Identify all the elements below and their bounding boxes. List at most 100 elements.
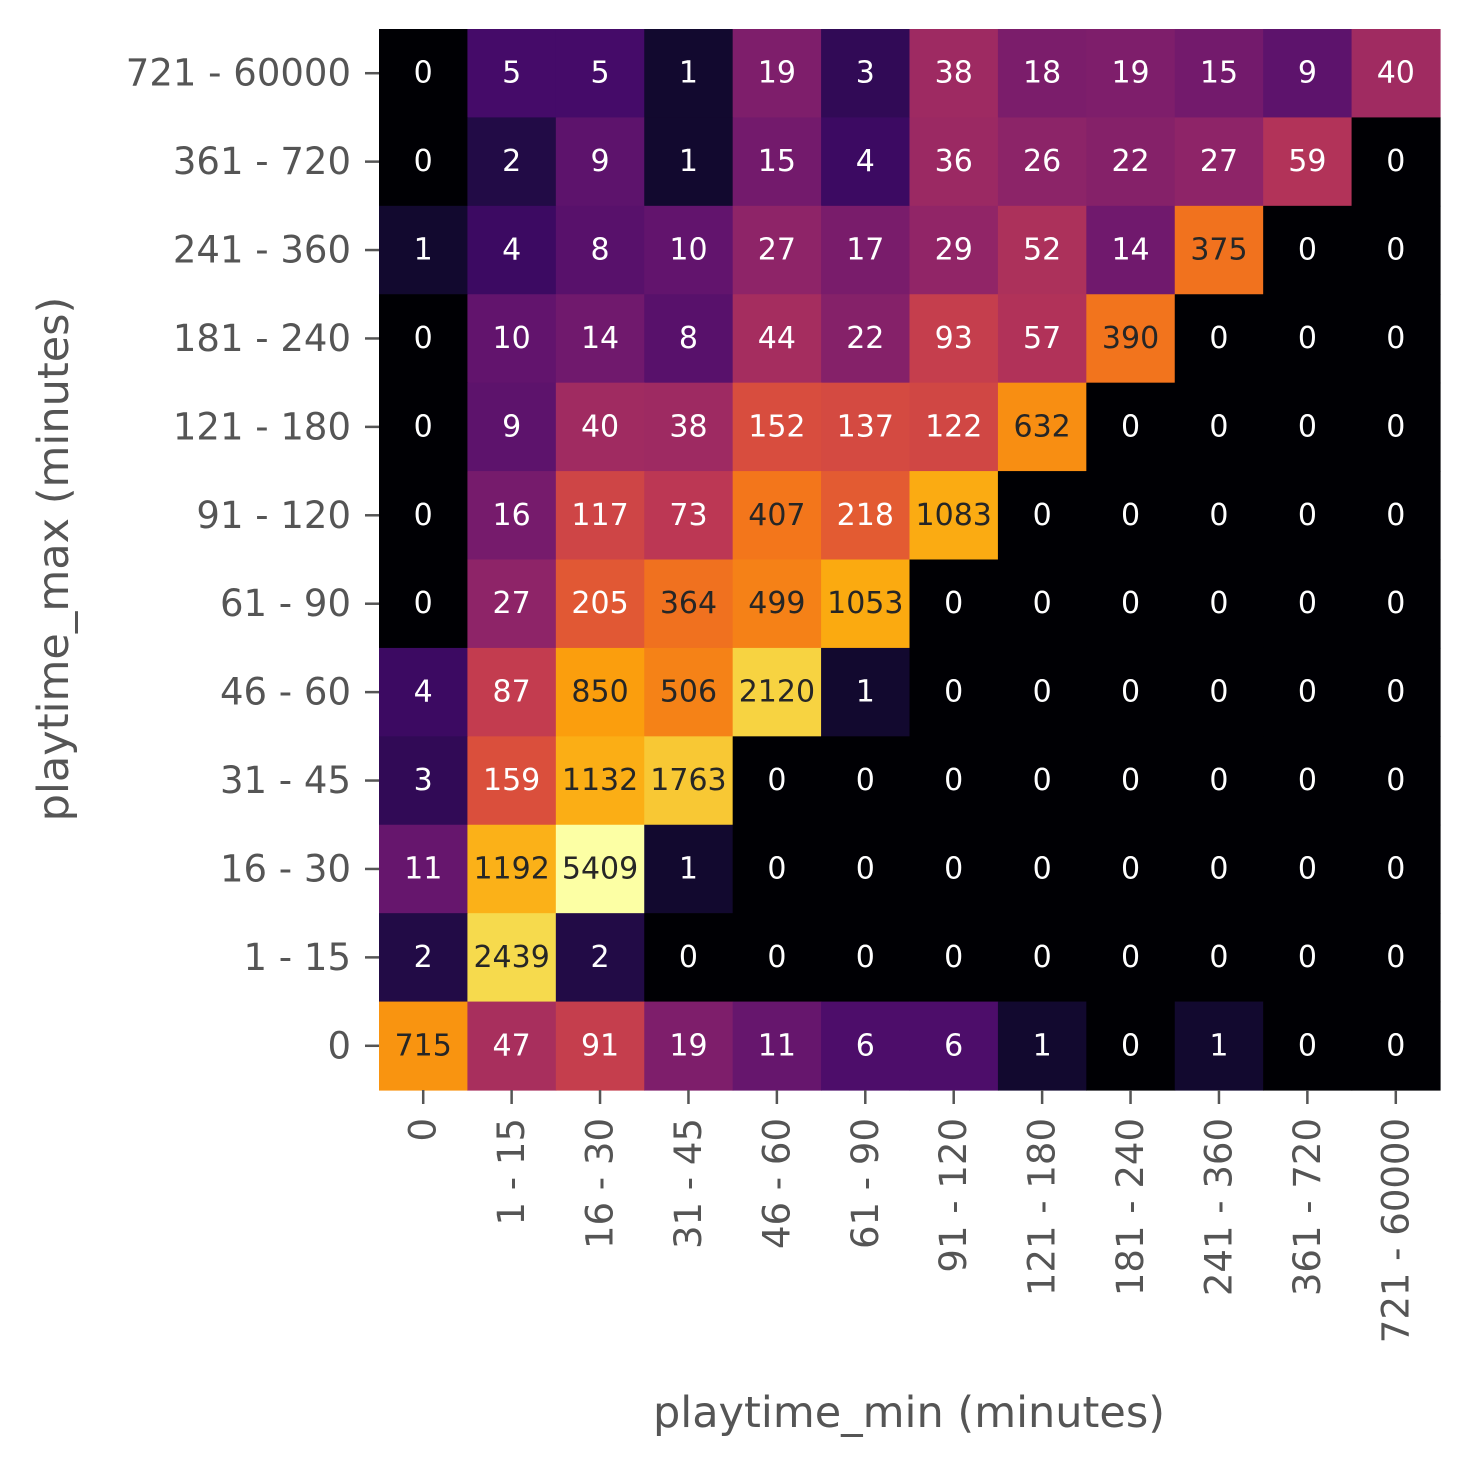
heatmap-cell: [1174, 382, 1264, 472]
y-tick-label: 61 - 90: [220, 582, 351, 625]
cell-value-label: 0: [414, 586, 433, 621]
heatmap-cell: [1174, 471, 1264, 561]
cell-value-label: 2120: [739, 675, 815, 710]
cell-value-label: 0: [1121, 409, 1140, 444]
cell-value-label: 10: [493, 321, 531, 356]
cell-value-label: 4: [502, 233, 521, 268]
y-tick-label: 1 - 15: [244, 936, 352, 979]
cell-value-label: 0: [767, 940, 786, 975]
heatmap-cell: [1174, 294, 1264, 384]
cell-value-label: 0: [1386, 409, 1405, 444]
cell-value-label: 0: [1033, 498, 1052, 533]
cell-value-label: 5: [502, 56, 521, 91]
cell-value-label: 15: [1200, 56, 1238, 91]
cell-value-label: 5: [590, 56, 609, 91]
cell-value-label: 14: [581, 321, 619, 356]
y-axis-ticks: 721 - 60000 361 - 720 241 - 360 181 - 240 12…: [126, 52, 379, 1067]
cell-value-label: 0: [1033, 586, 1052, 621]
heatmap-cell: [1351, 471, 1441, 561]
cell-value-label: 2: [414, 940, 433, 975]
heatmap-cell: [1086, 647, 1176, 737]
cell-value-label: 36: [935, 144, 973, 179]
cell-value-label: 3: [414, 763, 433, 798]
heatmap-cell: [732, 559, 822, 649]
cell-value-label: 47: [493, 1028, 531, 1063]
cell-value-label: 6: [944, 1028, 963, 1063]
cell-value-label: 0: [944, 763, 963, 798]
y-tick-label: 16 - 30: [220, 847, 351, 890]
heatmap-cell: [821, 647, 911, 737]
heatmap-cell: [1086, 559, 1176, 649]
y-tick-label: 721 - 60000: [126, 52, 351, 95]
cell-value-label: 1: [679, 144, 698, 179]
heatmap-cell: [732, 205, 822, 295]
heatmap-cell: [1263, 382, 1353, 472]
cell-value-label: 0: [1209, 763, 1228, 798]
cell-value-label: 0: [767, 763, 786, 798]
y-tick-label: 361 - 720: [173, 140, 351, 183]
heatmap-cell: [1263, 824, 1353, 914]
heatmap-cell: [821, 29, 911, 119]
cell-value-label: 27: [758, 233, 796, 268]
cell-value-label: 850: [571, 675, 628, 710]
cell-value-label: 0: [1209, 940, 1228, 975]
heatmap-cell: [1351, 382, 1441, 472]
heatmap-cell: [1174, 824, 1264, 914]
y-tick-label: 46 - 60: [220, 671, 351, 714]
cell-value-label: 0: [944, 940, 963, 975]
cell-value-label: 0: [1298, 321, 1317, 356]
cell-value-label: 73: [669, 498, 707, 533]
heatmap-cell: [644, 382, 734, 472]
cell-value-label: 9: [590, 144, 609, 179]
x-tick-label: 46 - 60: [755, 1118, 798, 1249]
cell-value-label: 10: [669, 233, 707, 268]
x-axis-ticks: 0 1 - 15 16 - 30 31 - 45 46 - 60 61 - 90 91 - …: [402, 1090, 1417, 1343]
cell-value-label: 0: [1209, 851, 1228, 886]
heatmap-cell: [1351, 1001, 1441, 1091]
cell-value-label: 218: [837, 498, 894, 533]
heatmap-cell: [379, 117, 469, 207]
cell-value-label: 0: [1209, 409, 1228, 444]
cell-value-label: 0: [1298, 763, 1317, 798]
heatmap-cell: [732, 647, 822, 737]
cell-value-label: 0: [1121, 763, 1140, 798]
cell-value-label: 0: [1121, 851, 1140, 886]
cell-value-label: 27: [493, 586, 531, 621]
cell-value-label: 0: [856, 851, 875, 886]
cell-value-label: 0: [1386, 851, 1405, 886]
cell-value-label: 715: [395, 1028, 452, 1063]
cell-value-label: 1763: [650, 763, 726, 798]
heatmap-cell: [467, 559, 557, 649]
heatmap-cell: [467, 29, 557, 119]
heatmap-cell: [1086, 205, 1176, 295]
cell-value-label: 2439: [473, 940, 549, 975]
cell-value-label: 4: [856, 144, 875, 179]
heatmap-cell: [644, 117, 734, 207]
cell-value-label: 11: [404, 851, 442, 886]
cell-value-label: 375: [1190, 233, 1247, 268]
y-tick-label: 0: [327, 1024, 351, 1067]
cell-value-label: 0: [1298, 1028, 1317, 1063]
cell-value-label: 11: [758, 1028, 796, 1063]
heatmap-cell: [379, 736, 469, 826]
heatmap-cell: [1086, 824, 1176, 914]
heatmap-cell: [555, 382, 645, 472]
heatmap-cell: [379, 1001, 469, 1091]
cell-value-label: 59: [1288, 144, 1326, 179]
cell-value-label: 0: [1121, 586, 1140, 621]
heatmap-cell: [379, 913, 469, 1003]
heatmap-cell: [467, 824, 557, 914]
cell-value-label: 407: [748, 498, 805, 533]
cell-value-label: 0: [1121, 1028, 1140, 1063]
cell-value-label: 390: [1102, 321, 1159, 356]
cell-value-label: 0: [1298, 498, 1317, 533]
cell-value-label: 22: [1111, 144, 1149, 179]
heatmap-cell: [1351, 913, 1441, 1003]
cell-value-label: 0: [1298, 851, 1317, 886]
y-tick-label: 181 - 240: [173, 317, 351, 360]
heatmap-cell: [467, 1001, 557, 1091]
heatmap-cell: [821, 559, 911, 649]
heatmap-cell: [379, 294, 469, 384]
heatmap-cell: [1351, 205, 1441, 295]
heatmap-cell: [1086, 471, 1176, 561]
